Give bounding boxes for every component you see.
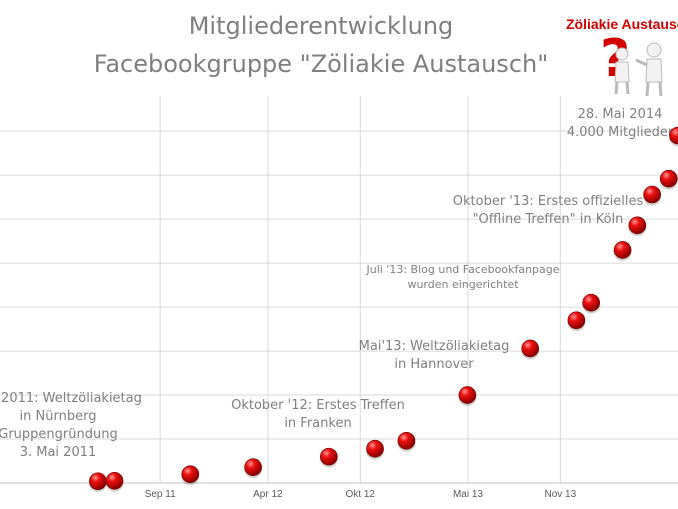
annotation-text: 4.000 Mitglieder: [567, 125, 674, 140]
x-tick-label: Sep 11: [145, 489, 176, 500]
chart-subtitle: Facebookgruppe "Zöliakie Austausch": [93, 50, 549, 78]
annotation-text: Oktober '13: Erstes offizielles: [453, 194, 644, 209]
x-tick-label: Mai 13: [453, 489, 483, 500]
data-point: [669, 126, 678, 145]
annotation-text: Mai 2011: Weltzöliakietag: [0, 391, 142, 406]
x-tick-label: Apr 12: [253, 489, 283, 500]
data-point: [582, 293, 600, 312]
data-point: [628, 216, 647, 235]
data-point: [613, 241, 632, 259]
data-point: [320, 447, 338, 466]
annotation-text: in Hannover: [394, 357, 474, 372]
chart-title: Mitgliederentwicklung: [188, 12, 454, 40]
data-point: [521, 339, 540, 358]
annotation-text: Juli '13: Blog und Facebookfanpage: [365, 263, 559, 276]
logo: Zöliakie Austausch ?: [566, 10, 678, 100]
annotation-text: in Nürnberg: [20, 409, 97, 424]
annotation-text: Oktober '12: Erstes Treffen: [231, 398, 405, 413]
question-figures-icon: ?: [600, 29, 663, 97]
data-point: [244, 458, 262, 476]
data-point: [105, 472, 124, 490]
annotation-text: 28. Mai 2014: [578, 107, 663, 122]
annotation-text: "Offline Treffen" in Köln: [473, 212, 624, 227]
annotation-text: Mai'13: Weltzöliakietag: [359, 339, 510, 354]
x-tick-label: Okt 12: [346, 489, 376, 500]
annotation-text: wurden eingerichtet: [407, 278, 519, 291]
annotation-text: Gruppengründung: [0, 427, 118, 442]
x-tick-label: Nov 13: [544, 489, 576, 500]
data-point: [659, 169, 678, 188]
data-point: [366, 439, 384, 458]
annotation-text: in Franken: [284, 416, 351, 431]
data-point: [567, 311, 586, 330]
data-point: [89, 472, 107, 491]
grid: [0, 96, 678, 484]
data-point: [458, 386, 477, 404]
annotation-text: 3. Mai 2011: [20, 445, 97, 460]
data-point: [397, 431, 416, 450]
logo-text: Zöliakie Austausch: [566, 16, 678, 32]
data-point: [643, 185, 661, 204]
data-point: [181, 465, 200, 484]
